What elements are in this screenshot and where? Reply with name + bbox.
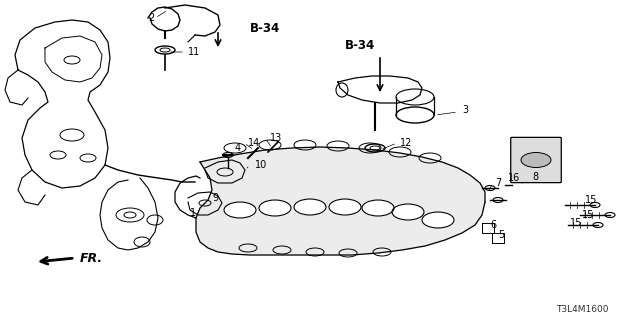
Circle shape: [362, 200, 394, 216]
Text: 16: 16: [508, 173, 520, 183]
Text: 10: 10: [255, 160, 268, 170]
Text: 15: 15: [570, 218, 582, 228]
Circle shape: [224, 202, 256, 218]
Text: 5: 5: [498, 230, 504, 240]
Text: 15: 15: [582, 210, 595, 220]
Text: 4: 4: [235, 143, 241, 153]
Text: B-34: B-34: [345, 38, 375, 52]
Circle shape: [422, 212, 454, 228]
Text: 9: 9: [212, 193, 218, 203]
Text: 3: 3: [462, 105, 468, 115]
Circle shape: [259, 200, 291, 216]
Text: 11: 11: [188, 47, 200, 57]
Text: T3L4M1600: T3L4M1600: [556, 306, 609, 315]
Text: 14: 14: [248, 138, 260, 148]
Text: 8: 8: [532, 172, 538, 182]
Text: B-34: B-34: [250, 21, 280, 35]
Text: 6: 6: [490, 220, 496, 230]
Circle shape: [329, 199, 361, 215]
Text: 2: 2: [148, 13, 154, 23]
Text: 12: 12: [400, 138, 412, 148]
Circle shape: [392, 204, 424, 220]
Text: 13: 13: [270, 133, 282, 143]
FancyBboxPatch shape: [511, 137, 561, 183]
Text: 7: 7: [495, 178, 501, 188]
Text: 1: 1: [190, 208, 196, 218]
Text: FR.: FR.: [80, 252, 103, 265]
Circle shape: [521, 153, 551, 167]
Text: 15: 15: [585, 195, 597, 205]
Polygon shape: [196, 147, 485, 255]
Circle shape: [294, 199, 326, 215]
